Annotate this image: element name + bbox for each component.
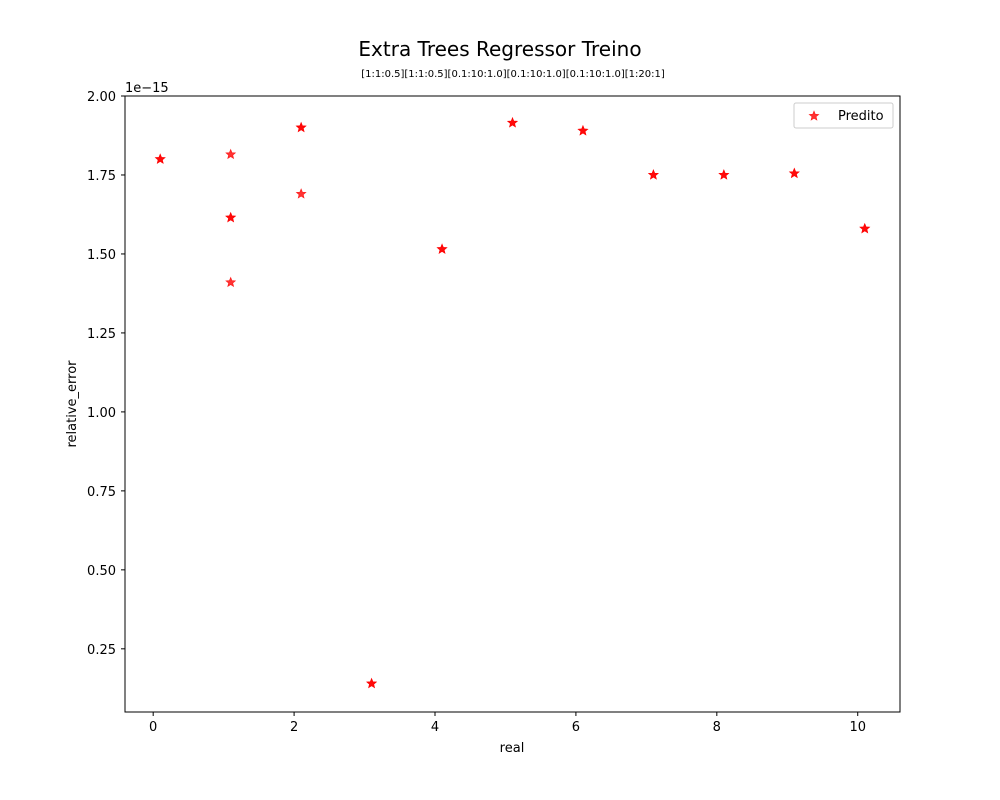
y-tick-label: 0.50 — [87, 564, 116, 579]
legend-star-icon — [808, 110, 820, 121]
x-tick-label: 0 — [149, 720, 157, 735]
points-layer — [154, 117, 871, 689]
y-tick-label: 1.25 — [87, 327, 116, 342]
legend-box — [793, 102, 894, 129]
y-tick-label: 1.50 — [87, 248, 116, 263]
data-point — [788, 167, 800, 179]
data-point — [154, 153, 166, 164]
plot-area: 0 2 4 6 8 10 0.25 0.50 0.75 1.00 1.25 1.50 1.75 2.00 — [87, 90, 901, 735]
x-tick-label: 2 — [290, 720, 298, 735]
x-tick-label: 8 — [713, 720, 721, 735]
data-point — [225, 276, 237, 288]
y-tick-label: 1.00 — [87, 406, 116, 421]
plot-background — [125, 96, 900, 712]
y-tick-label: 0.25 — [87, 643, 116, 658]
plot-frame — [124, 95, 901, 713]
y-tick-label: 0.75 — [87, 485, 116, 500]
x-tick-label: 6 — [572, 720, 580, 735]
legend-marker — [808, 110, 820, 121]
data-point — [506, 117, 519, 128]
y-tick-label: 1.75 — [87, 169, 116, 184]
data-point — [366, 677, 378, 689]
y-tick-label: 2.00 — [87, 90, 116, 105]
data-point — [295, 188, 307, 199]
legend: Predito — [793, 102, 894, 129]
chart-subtitle: [1:1:0.5][1:1:0.5][0.1:10:1.0][0.1:10:1.… — [361, 69, 665, 80]
data-point — [436, 243, 448, 254]
x-axis-label: real — [500, 741, 525, 756]
data-point — [225, 148, 237, 160]
data-point — [718, 169, 730, 180]
y-offset-label: 1e−15 — [125, 81, 169, 96]
data-point — [295, 121, 307, 133]
data-point — [225, 211, 237, 223]
ticks-layer: 0 2 4 6 8 10 0.25 0.50 0.75 1.00 1.25 1.50 1.75 2.00 — [87, 90, 866, 735]
data-point — [577, 124, 589, 136]
y-axis-label: relative_error — [65, 360, 80, 448]
legend-label: Predito — [838, 109, 884, 124]
data-point — [647, 169, 659, 180]
chart-title: Extra Trees Regressor Treino — [358, 37, 641, 61]
x-tick-label: 10 — [849, 720, 866, 735]
data-point — [859, 222, 871, 234]
x-tick-label: 4 — [431, 720, 439, 735]
